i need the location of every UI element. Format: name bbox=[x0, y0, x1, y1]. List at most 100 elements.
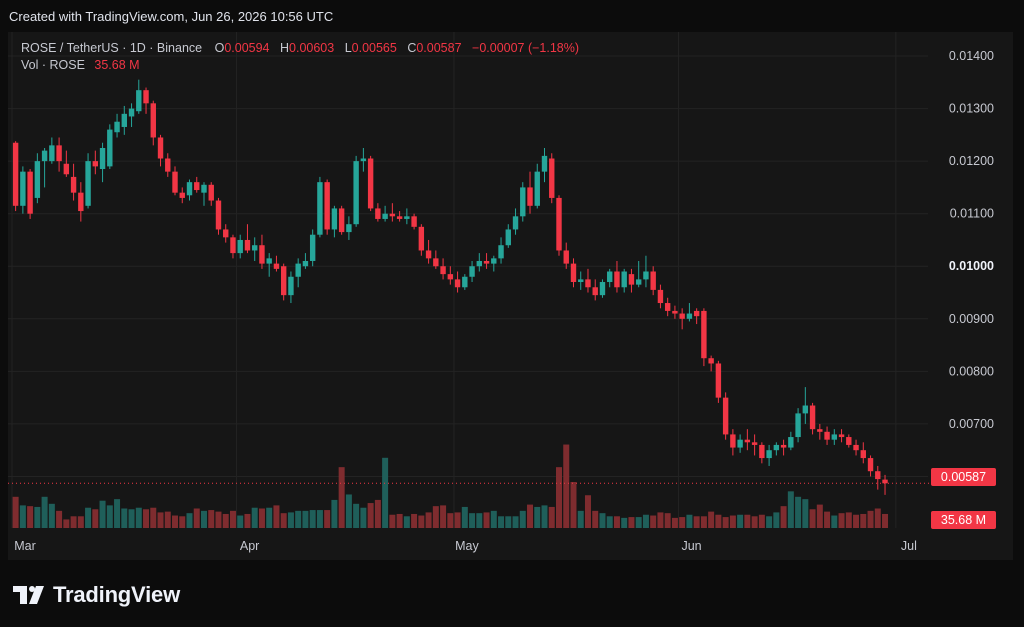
candle-body bbox=[259, 245, 265, 264]
chart-frame[interactable]: 0.01400 0.01300 0.01200 0.01100 0.01000 0.009… bbox=[8, 32, 1013, 560]
candle-body bbox=[447, 274, 454, 280]
volume-bar bbox=[780, 506, 787, 528]
volume-bar bbox=[729, 515, 736, 528]
candle-body bbox=[498, 245, 504, 259]
candle-body bbox=[643, 271, 649, 280]
candle-body bbox=[585, 279, 591, 288]
volume-bar bbox=[838, 513, 845, 528]
volume-bar bbox=[172, 515, 179, 528]
volume-bar bbox=[548, 506, 555, 528]
volume-bar bbox=[411, 513, 418, 528]
x-tick-label: Jul bbox=[901, 539, 917, 553]
volume-bar bbox=[70, 516, 77, 528]
candle-body bbox=[846, 437, 852, 445]
volume-bar bbox=[143, 509, 150, 528]
volume-bar bbox=[353, 503, 360, 528]
candle-body bbox=[788, 437, 794, 448]
volume-bar bbox=[309, 510, 316, 528]
candle-body bbox=[165, 158, 171, 172]
volume-bar bbox=[382, 457, 389, 528]
candle-body bbox=[730, 434, 736, 448]
candle-body bbox=[157, 137, 164, 159]
volume-label[interactable]: Vol · ROSE bbox=[21, 58, 85, 72]
volume-bar bbox=[679, 517, 686, 528]
volume-bar bbox=[795, 496, 802, 528]
volume-bar bbox=[251, 507, 258, 528]
chart-legend: ROSE / TetherUS · 1D · Binance O0.00594 … bbox=[21, 40, 579, 74]
candle-body bbox=[657, 289, 664, 304]
candle-body bbox=[824, 431, 830, 440]
volume-bar bbox=[577, 510, 584, 528]
candle-body bbox=[99, 147, 106, 170]
high-label: H bbox=[279, 41, 290, 55]
change-value: −0.00007 (−1.18%) bbox=[472, 41, 580, 55]
open-value: 0.00594 bbox=[224, 41, 270, 55]
tradingview-logo[interactable]: TradingView bbox=[13, 582, 180, 608]
candle-body bbox=[288, 276, 294, 296]
candle-body bbox=[194, 182, 200, 191]
volume-bar bbox=[787, 491, 794, 528]
candle-body bbox=[737, 439, 743, 448]
candle-body bbox=[635, 279, 642, 285]
volume-value: 35.68 M bbox=[94, 58, 140, 72]
volume-bar bbox=[114, 499, 121, 528]
volume-bar bbox=[671, 517, 678, 528]
volume-bar bbox=[447, 513, 454, 528]
candle-body bbox=[462, 276, 468, 288]
candle-body bbox=[353, 161, 359, 225]
footer bbox=[0, 560, 1024, 627]
candle-body bbox=[838, 434, 845, 438]
volume-bar bbox=[483, 512, 490, 528]
candle-body bbox=[382, 213, 388, 219]
low-value: 0.00565 bbox=[351, 41, 397, 55]
candle-body bbox=[817, 429, 823, 432]
volume-bar bbox=[273, 505, 280, 528]
candle-body bbox=[650, 271, 656, 290]
volume-bar bbox=[266, 507, 273, 528]
volume-bar bbox=[664, 513, 671, 528]
candle-body bbox=[766, 450, 772, 459]
x-tick-label: Apr bbox=[240, 539, 259, 553]
volume-bar bbox=[454, 512, 461, 528]
volume-bar bbox=[244, 513, 251, 528]
candle-body bbox=[664, 303, 671, 311]
volume-bar bbox=[92, 509, 99, 528]
candle-body bbox=[136, 90, 142, 112]
candle-body bbox=[505, 229, 511, 246]
volume-bar bbox=[853, 514, 860, 528]
candle-body bbox=[831, 434, 838, 440]
candle-body bbox=[92, 161, 99, 167]
volume-bar bbox=[635, 517, 642, 528]
volume-bar bbox=[135, 507, 142, 528]
candle-body bbox=[454, 279, 461, 288]
volume-bar bbox=[48, 503, 55, 528]
candle-body bbox=[128, 108, 135, 117]
volume-bar bbox=[498, 516, 505, 528]
candle-body bbox=[324, 182, 330, 230]
candle-body bbox=[679, 313, 685, 319]
price-chart[interactable]: 0.01400 0.01300 0.01200 0.01100 0.01000 0.009… bbox=[8, 32, 1013, 560]
symbol-label[interactable]: ROSE / TetherUS · 1D · Binance bbox=[21, 41, 203, 55]
volume-bar bbox=[751, 516, 758, 528]
candle-body bbox=[41, 150, 48, 162]
candle-body bbox=[621, 271, 627, 288]
y-tick-label: 0.01300 bbox=[949, 102, 994, 116]
volume-bar bbox=[200, 510, 207, 528]
volume-bar bbox=[700, 516, 707, 528]
candle-body bbox=[107, 129, 113, 167]
candle-body bbox=[541, 155, 548, 172]
low-label: L bbox=[344, 41, 352, 55]
candle-body bbox=[49, 145, 55, 162]
volume-bar bbox=[867, 510, 874, 528]
x-tick-label: Jun bbox=[681, 539, 701, 553]
volume-bar bbox=[302, 510, 309, 528]
volume-bar bbox=[469, 513, 476, 528]
x-tick-label: Mar bbox=[14, 539, 36, 553]
candle-body bbox=[346, 224, 352, 233]
last-volume-tag: 35.68 M bbox=[931, 511, 996, 529]
volume-bar bbox=[34, 506, 41, 528]
candle-body bbox=[708, 358, 714, 364]
candle-body bbox=[701, 310, 707, 359]
candle-body bbox=[331, 208, 338, 230]
y-tick-label: 0.00700 bbox=[949, 417, 994, 431]
